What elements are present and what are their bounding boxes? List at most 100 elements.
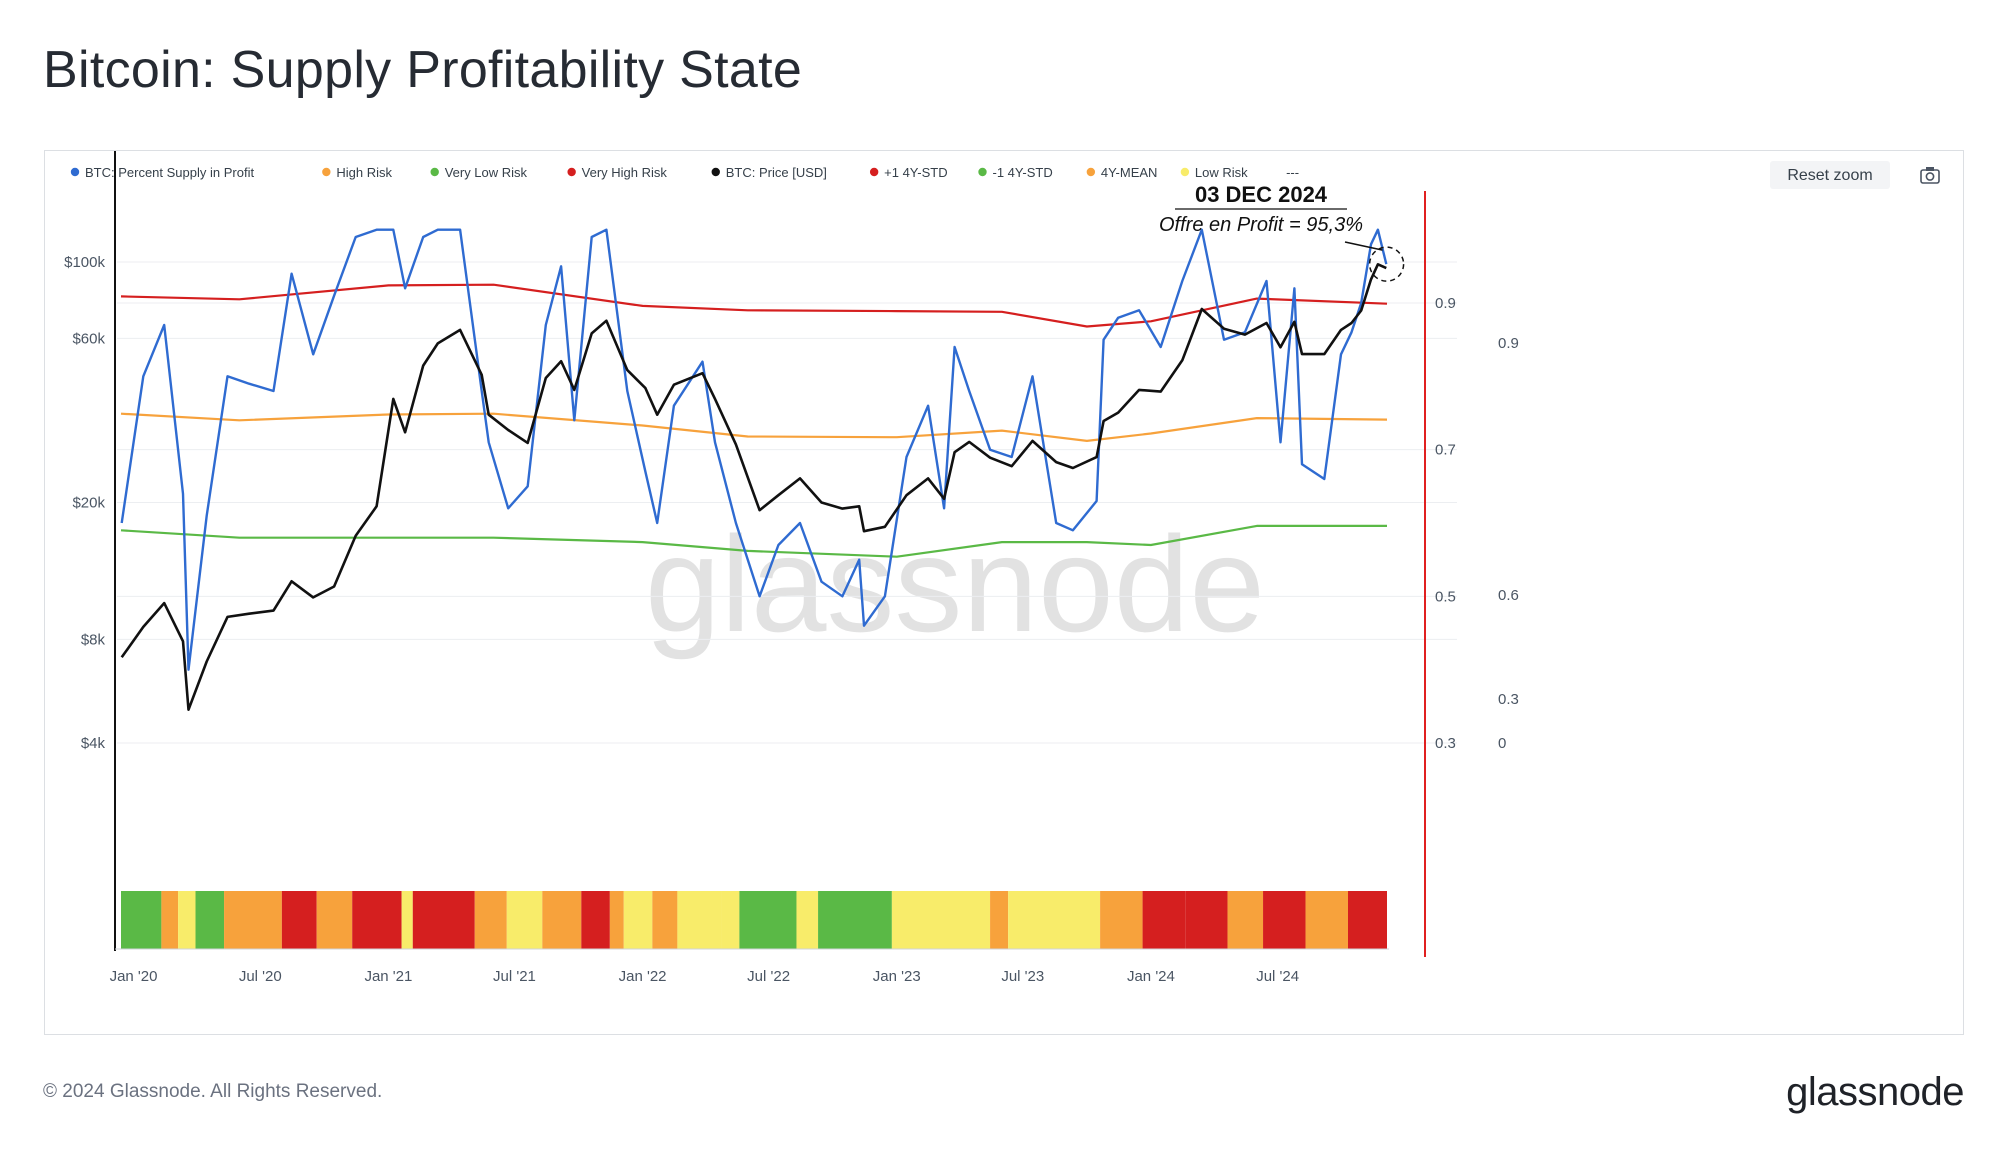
risk-band-7	[352, 891, 402, 949]
x-tick-4: Jan '22	[619, 968, 667, 985]
y-left-tick-2: $20k	[72, 495, 105, 512]
legend-label-4: BTC: Price [USD]	[726, 165, 827, 180]
grid-layer	[117, 261, 1457, 744]
annotation-date: 03 DEC 2024	[1195, 182, 1328, 207]
risk-band-15	[623, 891, 653, 949]
series-line-4y-mean	[120, 412, 1388, 442]
risk-band-26	[1142, 891, 1186, 949]
legend-marker-3	[567, 167, 576, 177]
legend-marker-7	[1086, 167, 1096, 177]
y-right1-tick-2: 0.7	[1435, 442, 1456, 459]
annotation-circle	[1368, 246, 1405, 282]
x-tick-6: Jan '23	[873, 968, 921, 985]
annotation-arrow	[1344, 241, 1383, 251]
risk-band-30	[1305, 891, 1349, 949]
axis-layer: $4k $8k $20k $60k $100k 0.3 0.5 0.7 0.9 0 0.3 0.6 0.…	[64, 151, 1519, 985]
risk-band-13	[581, 891, 610, 949]
y-left-tick-3: $60k	[72, 330, 105, 347]
series-line--1-4y-std	[120, 524, 1387, 558]
risk-band-22	[891, 891, 991, 949]
risk-band-29	[1263, 891, 1306, 949]
risk-band-23	[990, 891, 1009, 949]
legend-marker-4	[711, 167, 720, 177]
risk-band-1	[161, 891, 179, 949]
y-right2-tick-3: 0.9	[1498, 335, 1519, 352]
risk-band-6	[316, 891, 353, 949]
reset-zoom-bg[interactable]	[1770, 161, 1890, 189]
risk-band-12	[542, 891, 582, 949]
risk-band-5	[281, 891, 317, 949]
risk-band-4	[224, 891, 282, 949]
risk-band-19	[739, 891, 797, 949]
legend-marker-6	[978, 167, 987, 177]
reset-zoom-label[interactable]: Reset zoom	[1787, 167, 1872, 184]
glassnode-logo: glassnode	[1786, 1070, 1964, 1114]
reset-zoom-button[interactable]: Reset zoom	[1770, 161, 1890, 189]
y-left-tick-1: $8k	[81, 631, 106, 648]
chart-card: glassnode $4k $8k $20k $60k $100k 0.3 0.5 0.7 0.…	[44, 150, 1964, 1035]
risk-band-21	[818, 891, 892, 949]
y-right2-tick-0: 0	[1498, 735, 1506, 752]
legend-marker-5	[869, 167, 879, 177]
risk-band-10	[474, 891, 507, 949]
page-title: Bitcoin: Supply Profitability State	[43, 41, 803, 99]
series-line-btc-percent-supply-in-profit	[120, 228, 1388, 671]
x-tick-8: Jan '24	[1127, 968, 1175, 985]
legend-label-7: 4Y-MEAN	[1101, 165, 1158, 180]
y-left-tick-0: $4k	[81, 735, 106, 752]
x-tick-9: Jul '24	[1256, 968, 1299, 985]
risk-band-17	[677, 891, 722, 949]
risk-band-3	[195, 891, 225, 949]
annotation-text: Offre en Profit = 95,3%	[1159, 214, 1363, 236]
legend-label-6: -1 4Y-STD	[993, 165, 1053, 180]
camera-icon-lens[interactable]	[1925, 172, 1935, 181]
risk-band-9	[412, 891, 475, 949]
x-tick-2: Jan '21	[364, 968, 412, 985]
legend-marker-2	[430, 167, 439, 177]
risk-band-16	[652, 891, 678, 949]
series-line--1-4y-std	[120, 283, 1388, 328]
legend-marker-1	[322, 167, 331, 177]
legend: BTC: Percent Supply in Profit High Risk Ve…	[70, 165, 1299, 180]
x-tick-7: Jul '23	[1001, 968, 1044, 985]
legend-marker-8	[1180, 167, 1190, 177]
risk-band-0	[121, 891, 162, 949]
risk-band-27	[1185, 891, 1228, 949]
annotation: 03 DEC 2024 Offre en Profit = 95,3%	[1159, 182, 1405, 282]
risk-band-11	[506, 891, 543, 949]
x-tick-3: Jul '21	[493, 968, 536, 985]
risk-band-25	[1100, 891, 1143, 949]
y-right2-tick-2: 0.6	[1498, 587, 1519, 604]
risk-band-31	[1348, 891, 1387, 949]
risk-band-8	[401, 891, 413, 949]
risk-band-18	[721, 891, 740, 949]
camera-icon-top[interactable]	[1926, 167, 1934, 171]
risk-band-layer	[121, 891, 1387, 949]
camera-icon-body[interactable]	[1920, 169, 1940, 184]
y-left-tick-4: $100k	[64, 254, 105, 271]
x-tick-1: Jul '20	[239, 968, 282, 985]
series-line-btc-price-usd-	[120, 263, 1387, 712]
x-tick-5: Jul '22	[747, 968, 790, 985]
legend-label-9: ---	[1286, 165, 1299, 180]
watermark-text: glassnode	[645, 508, 1265, 660]
risk-band-2	[178, 891, 196, 949]
legend-label-2: Very Low Risk	[445, 165, 528, 180]
risk-band-28	[1227, 891, 1264, 949]
risk-band-14	[609, 891, 624, 949]
series-layer	[120, 228, 1388, 712]
camera-icon[interactable]	[1920, 167, 1940, 184]
legend-label-3: Very High Risk	[582, 165, 668, 180]
x-tick-0: Jan '20	[110, 968, 158, 985]
risk-band-24	[1008, 891, 1101, 949]
y-right1-tick-0: 0.3	[1435, 735, 1456, 752]
legend-label-0: BTC: Percent Supply in Profit	[85, 165, 254, 180]
legend-label-5: +1 4Y-STD	[884, 165, 947, 180]
legend-label-1: High Risk	[336, 165, 392, 180]
legend-marker-0	[70, 167, 80, 177]
y-right1-tick-3: 0.9	[1435, 295, 1456, 312]
y-right2-tick-1: 0.3	[1498, 691, 1519, 708]
chart-svg[interactable]: glassnode $4k $8k $20k $60k $100k 0.3 0.5 0.7 0.…	[45, 151, 1965, 1036]
y-right1-tick-1: 0.5	[1435, 588, 1456, 605]
risk-band-20	[796, 891, 819, 949]
